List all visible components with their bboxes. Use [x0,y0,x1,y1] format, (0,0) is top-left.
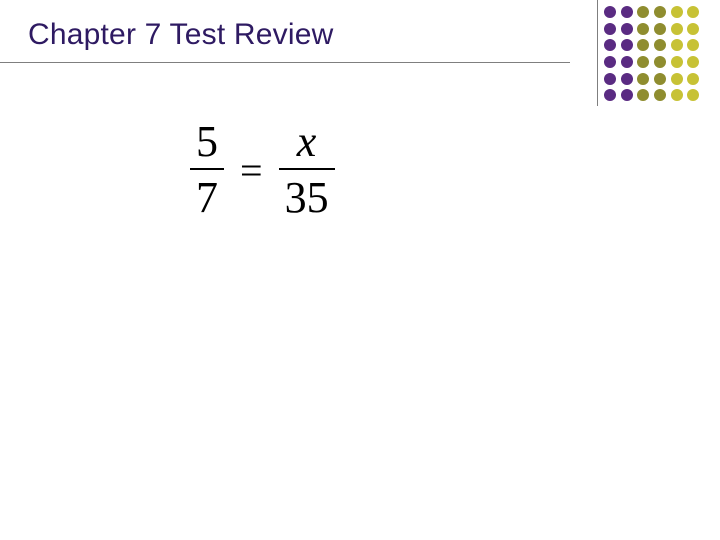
decorative-dot [671,23,683,35]
decorative-dot-grid [604,6,700,102]
decorative-dot [604,23,616,35]
equation: 5 7 = x 35 [190,120,335,220]
decorative-dot [687,56,699,68]
decorative-dot [637,56,649,68]
decorative-dot [621,73,633,85]
decorative-dot [604,6,616,18]
decorative-dot [671,89,683,101]
decorative-dot [604,73,616,85]
decorative-dot [687,73,699,85]
decorative-dot [621,23,633,35]
decorative-dot [654,39,666,51]
lhs-numerator: 5 [190,120,224,164]
decorative-dot [637,73,649,85]
decorative-dot [654,73,666,85]
decorative-dot [671,56,683,68]
decorative-dot [637,39,649,51]
decorative-dot [671,39,683,51]
decorative-dot [654,6,666,18]
fraction-lhs: 5 7 [190,120,224,220]
decorative-dot [621,56,633,68]
decorative-dot [621,6,633,18]
decorative-dot [671,6,683,18]
vertical-divider [597,0,598,106]
decorative-dot [637,6,649,18]
rhs-denominator: 35 [279,170,335,220]
decorative-dot [621,89,633,101]
slide-title: Chapter 7 Test Review [28,18,333,52]
decorative-dot [687,39,699,51]
decorative-dot [637,89,649,101]
decorative-dot [604,89,616,101]
title-underline [0,62,570,63]
decorative-dot [671,73,683,85]
decorative-dot [654,23,666,35]
decorative-dot [604,39,616,51]
rhs-numerator: x [291,120,323,164]
decorative-dot [687,23,699,35]
decorative-dot [687,6,699,18]
equals-sign: = [238,147,265,194]
decorative-dot [654,89,666,101]
fraction-rhs: x 35 [279,120,335,220]
decorative-dot [637,23,649,35]
decorative-dot [621,39,633,51]
decorative-dot [687,89,699,101]
decorative-dot [604,56,616,68]
lhs-denominator: 7 [190,170,224,220]
decorative-dot [654,56,666,68]
slide: Chapter 7 Test Review 5 7 = x 35 [0,0,720,540]
